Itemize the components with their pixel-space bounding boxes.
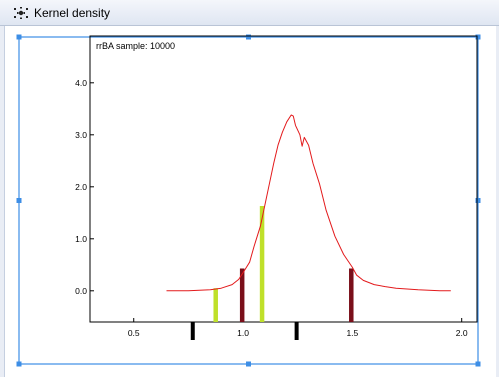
kernel-density-app-icon <box>14 7 28 19</box>
resize-handle[interactable] <box>475 198 481 203</box>
window-title: Kernel density <box>34 6 111 20</box>
y-tick-label: 0.0 <box>75 286 87 296</box>
x-tick-label: 1.5 <box>346 328 358 338</box>
kernel-density-plot[interactable]: 0.0 1.0 2.0 3.0 4.0 0.5 1.0 1.5 2.0 rrBA sample:… <box>0 26 499 377</box>
resize-handle[interactable] <box>16 34 22 40</box>
x-tick-label: 0.5 <box>128 328 140 338</box>
resize-handle[interactable] <box>246 361 251 367</box>
selection-border <box>18 36 479 365</box>
resize-handle[interactable] <box>16 361 22 367</box>
y-tick-label: 1.0 <box>75 234 87 244</box>
resize-handle[interactable] <box>475 34 481 40</box>
right-window-edge <box>496 26 499 377</box>
left-window-edge <box>0 26 5 377</box>
resize-handle[interactable] <box>16 198 22 203</box>
resize-handle[interactable] <box>246 34 251 40</box>
y-tick-label: 4.0 <box>75 78 87 88</box>
x-tick-label: 1.0 <box>237 328 249 338</box>
y-tick-label: 3.0 <box>75 130 87 140</box>
y-tick-label: 2.0 <box>75 182 87 192</box>
selection-frame[interactable] <box>16 34 481 367</box>
plot-frame <box>89 35 478 323</box>
plot-axes: 0.0 1.0 2.0 3.0 4.0 0.5 1.0 1.5 2.0 <box>75 35 478 338</box>
plot-marks <box>166 114 451 340</box>
x-tick-label: 2.0 <box>456 328 468 338</box>
density-curve <box>166 114 451 292</box>
title-bar[interactable]: Kernel density <box>0 0 499 26</box>
resize-handle[interactable] <box>475 361 481 367</box>
chart-title: rrBA sample: 10000 <box>96 41 175 51</box>
